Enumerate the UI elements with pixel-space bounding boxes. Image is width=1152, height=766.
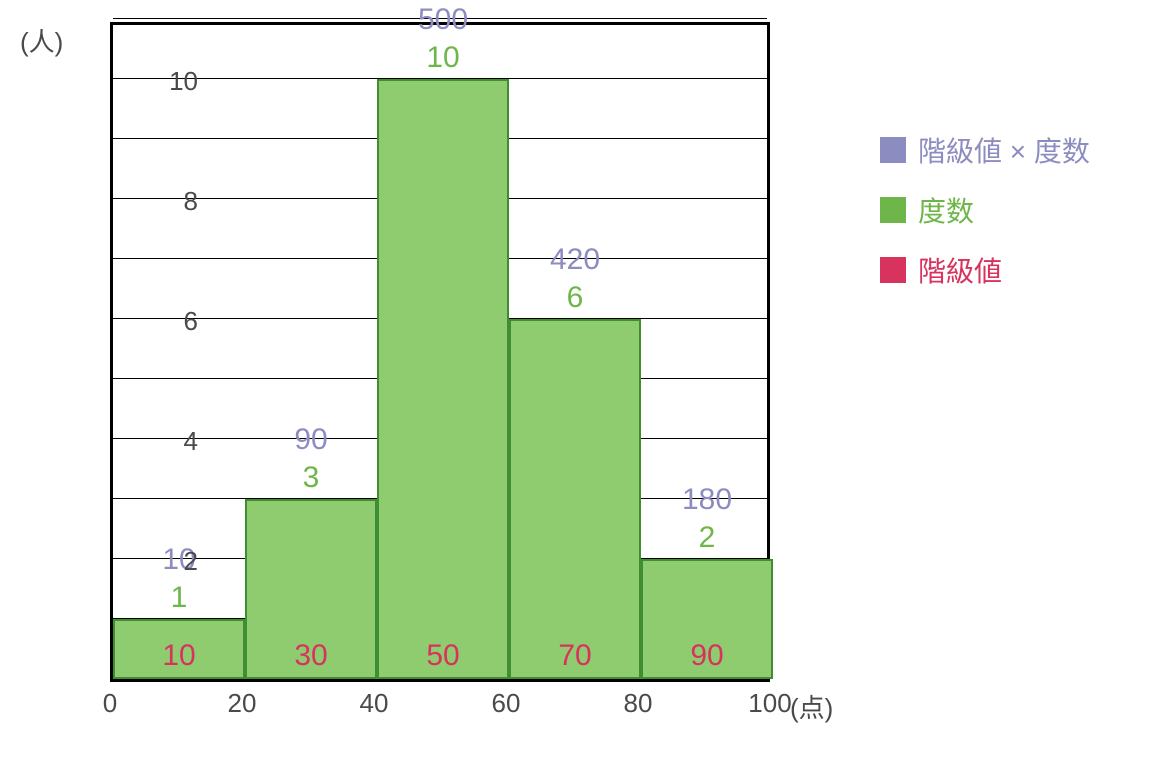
class-value-label: 90 [690, 639, 723, 673]
legend-item: 階級値 × 度数 [880, 130, 1090, 170]
class-value-label: 10 [162, 639, 195, 673]
y-tick-label: 2 [138, 546, 198, 577]
histogram-bar [377, 79, 509, 679]
histogram-chart: (人) 10110303905010500706420902180 (点) 24… [20, 10, 870, 750]
legend: 階級値 × 度数度数階級値 [880, 130, 1090, 310]
y-tick-label: 4 [138, 426, 198, 457]
frequency-label: 6 [567, 281, 584, 315]
frequency-label: 1 [171, 581, 188, 615]
frequency-label: 10 [426, 41, 459, 75]
product-label: 180 [682, 483, 732, 517]
y-axis-label: (人) [20, 22, 63, 59]
legend-swatch [880, 197, 906, 223]
legend-item: 度数 [880, 190, 1090, 230]
x-axis-label: (点) [790, 688, 833, 725]
legend-item: 階級値 [880, 250, 1090, 290]
y-tick-label: 6 [138, 306, 198, 337]
legend-label: 階級値 × 度数 [918, 130, 1090, 170]
plot-area: 10110303905010500706420902180 [110, 22, 770, 682]
product-label: 500 [418, 3, 468, 37]
y-tick-label: 8 [138, 186, 198, 217]
class-value-label: 50 [426, 639, 459, 673]
y-tick-label: 10 [138, 66, 198, 97]
legend-swatch [880, 257, 906, 283]
legend-swatch [880, 137, 906, 163]
frequency-label: 2 [699, 521, 716, 555]
class-value-label: 70 [558, 639, 591, 673]
legend-label: 度数 [918, 190, 974, 230]
histogram-bar [509, 319, 641, 679]
product-label: 90 [294, 423, 327, 457]
x-tick-label: 60 [481, 688, 531, 719]
x-tick-label: 20 [217, 688, 267, 719]
product-label: 420 [550, 243, 600, 277]
frequency-label: 3 [303, 461, 320, 495]
legend-label: 階級値 [918, 250, 1002, 290]
x-tick-label: 80 [613, 688, 663, 719]
x-tick-label: 40 [349, 688, 399, 719]
x-tick-label: 100 [745, 688, 795, 719]
x-tick-label: 0 [85, 688, 135, 719]
class-value-label: 30 [294, 639, 327, 673]
